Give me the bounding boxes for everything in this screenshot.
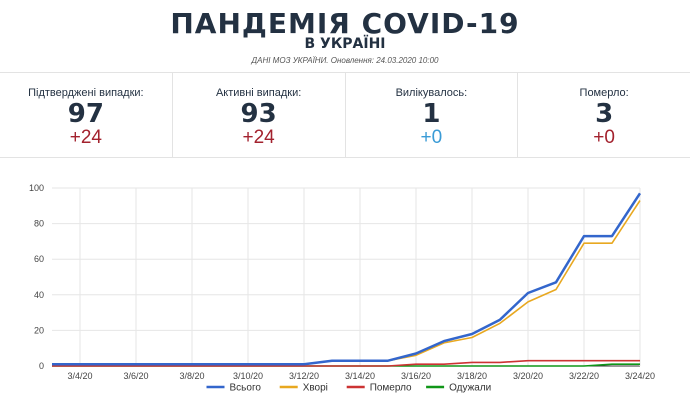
legend-label: Всього xyxy=(230,383,262,394)
stat-deaths: Померло: 3 +0 xyxy=(518,73,690,157)
series-line xyxy=(52,192,642,366)
x-tick-label: 3/14/20 xyxy=(345,371,375,381)
x-tick-label: 3/12/20 xyxy=(289,371,319,381)
stat-confirmed: Підтверджені випадки: 97 +24 xyxy=(0,73,173,157)
page-title: ПАНДЕМІЯ COVID-19 xyxy=(170,7,520,40)
legend-label: Хворі xyxy=(303,383,328,394)
y-tick-label: 20 xyxy=(34,325,44,335)
stats-panel: Підтверджені випадки: 97 +24 Активні вип… xyxy=(0,72,690,158)
y-tick-label: 100 xyxy=(29,183,44,193)
stat-value: 1 xyxy=(422,99,441,129)
y-tick-label: 60 xyxy=(34,254,44,264)
series-line xyxy=(52,200,641,365)
x-tick-label: 3/10/20 xyxy=(233,371,263,381)
x-tick-label: 3/20/20 xyxy=(513,371,543,381)
data-source-note: ДАНІ МОЗ УКРАЇНИ. Оновлення: 24.03.2020 … xyxy=(251,56,439,65)
stat-label: Активні випадки: xyxy=(215,87,302,99)
x-tick-label: 3/18/20 xyxy=(457,371,487,381)
series-line xyxy=(52,359,640,367)
x-tick-label: 3/22/20 xyxy=(569,371,599,381)
x-tick-label: 3/6/20 xyxy=(123,371,148,381)
stat-label: Підтверджені випадки: xyxy=(28,87,144,99)
stat-label: Померло: xyxy=(579,87,629,99)
page-subtitle: В УКРАЇНІ xyxy=(304,36,386,52)
legend-label: Одужали xyxy=(449,383,491,394)
cases-line-chart: 0 20 40 60 80 100 3/4/20 3/6/20 3/8/20 3/10/20 3/1… xyxy=(29,183,655,394)
x-tick-label: 3/16/20 xyxy=(401,371,431,381)
stat-active: Активні випадки: 93 +24 xyxy=(173,73,346,157)
y-tick-label: 80 xyxy=(34,219,44,229)
stat-delta: +24 xyxy=(69,127,102,148)
stat-label: Вилікувалось: xyxy=(395,87,468,99)
stat-delta: +24 xyxy=(242,127,275,148)
stat-recovered: Вилікувалось: 1 +0 xyxy=(346,73,519,157)
x-tick-label: 3/8/20 xyxy=(179,371,204,381)
x-tick-label: 3/24/20 xyxy=(625,371,655,381)
legend-label: Померло xyxy=(370,383,412,394)
stat-value: 97 xyxy=(67,99,104,129)
stat-delta: +0 xyxy=(420,127,443,148)
y-tick-label: 40 xyxy=(34,290,44,300)
stat-value: 3 xyxy=(595,99,614,129)
x-tick-label: 3/4/20 xyxy=(67,371,92,381)
stat-delta: +0 xyxy=(593,127,615,148)
y-tick-label: 0 xyxy=(39,361,44,371)
stat-value: 93 xyxy=(240,99,277,129)
